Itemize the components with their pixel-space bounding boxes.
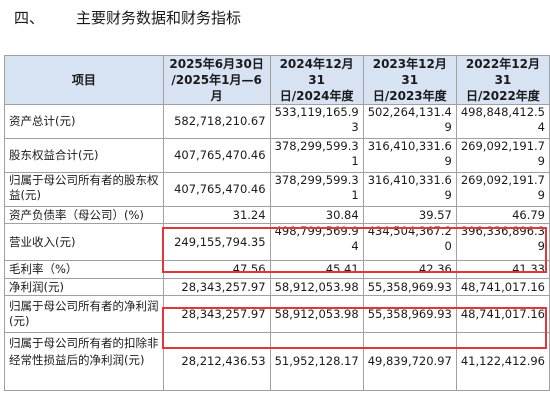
value-cell: 41,122,412.96 xyxy=(455,332,550,391)
table-row: 毛利率（%） 47.56 45.41 42.36 41.33 xyxy=(4,260,550,279)
metric-label: 归属于母公司所有者的净利润(元) xyxy=(4,295,164,333)
value-cell: 47.56 xyxy=(162,260,271,279)
value-cell: 49,839,720.97 xyxy=(362,332,457,391)
value-cell: 434,504,367.20 xyxy=(362,223,457,261)
value-cell: 249,155,794.35 xyxy=(162,223,271,261)
value-cell: 269,092,191.79 xyxy=(455,172,550,207)
value-cell: 316,410,331.69 xyxy=(362,138,457,173)
value-cell: 46.79 xyxy=(455,206,550,224)
metric-label: 资产总计(元) xyxy=(4,104,164,139)
section-title: 主要财务数据和财务指标 xyxy=(76,9,242,27)
value-cell: 582,718,210.67 xyxy=(162,104,271,139)
metric-label: 资产负债率（母公司）(%) xyxy=(4,206,164,224)
item-header: 项目 xyxy=(4,55,164,105)
value-cell: 31.24 xyxy=(162,206,271,224)
period-line1: 2024年12月31 xyxy=(279,57,354,87)
period-line2: /2025年1月—6月 xyxy=(171,73,262,103)
period-line2: 日/2022年度 xyxy=(466,89,540,103)
table-row: 归属于母公司所有者的扣除非经常性损益后的净利润(元) 28,212,436.53… xyxy=(4,332,550,391)
value-cell: 28,212,436.53 xyxy=(162,332,271,391)
value-cell: 498,848,412.54 xyxy=(455,104,550,139)
period-header: 2025年6月30日/2025年1月—6月 xyxy=(162,55,271,105)
value-cell: 502,264,131.49 xyxy=(362,104,457,139)
financial-table: 项目 2025年6月30日/2025年1月—6月 2024年12月31 日/202… xyxy=(4,55,550,391)
value-cell: 269,092,191.79 xyxy=(455,138,550,173)
period-line2: 日/2023年度 xyxy=(372,89,447,103)
value-cell: 41.33 xyxy=(455,260,550,279)
value-cell: 316,410,331.69 xyxy=(362,172,457,207)
section-number: 四、 xyxy=(14,9,45,27)
value-cell: 378,299,599.31 xyxy=(269,138,364,173)
value-cell: 533,119,165.93 xyxy=(269,104,364,139)
table-row: 归属于母公司所有者的净利润(元) 28,343,257.97 58,912,05… xyxy=(4,295,550,333)
period-header: 2022年12月31 日/2022年度 xyxy=(455,55,550,105)
period-line1: 2023年12月31 xyxy=(372,57,447,87)
metric-label: 营业收入(元) xyxy=(4,223,164,261)
metric-label: 净利润(元) xyxy=(4,278,164,296)
period-header: 2023年12月31 日/2023年度 xyxy=(362,55,457,105)
value-cell: 48,741,017.16 xyxy=(455,278,550,296)
period-line2: 日/2024年度 xyxy=(279,89,354,103)
value-cell: 407,765,470.46 xyxy=(162,172,271,207)
value-cell: 498,799,569.94 xyxy=(269,223,364,261)
value-cell: 48,741,017.16 xyxy=(455,295,550,333)
table-row: 股东权益合计(元) 407,765,470.46 378,299,599.31 … xyxy=(4,138,550,173)
value-cell: 396,336,896.39 xyxy=(455,223,550,261)
section-heading: 四、 主要财务数据和财务指标 xyxy=(14,6,241,30)
table-row: 营业收入(元) 249,155,794.35 498,799,569.94 43… xyxy=(4,223,550,261)
value-cell: 58,912,053.98 xyxy=(269,295,364,333)
table-row: 资产总计(元) 582,718,210.67 533,119,165.93 50… xyxy=(4,104,550,139)
value-cell: 58,912,053.98 xyxy=(269,278,364,296)
value-cell: 55,358,969.93 xyxy=(362,295,457,333)
value-cell: 28,343,257.97 xyxy=(162,295,271,333)
value-cell: 28,343,257.97 xyxy=(162,278,271,296)
value-cell: 407,765,470.46 xyxy=(162,138,271,173)
metric-label: 归属于母公司所有者的扣除非经常性损益后的净利润(元) xyxy=(4,332,164,391)
period-line1: 2022年12月31 xyxy=(465,57,540,87)
period-header: 2024年12月31 日/2024年度 xyxy=(269,55,364,105)
table-row: 净利润(元) 28,343,257.97 58,912,053.98 55,35… xyxy=(4,278,550,296)
period-line1: 2025年6月30日 xyxy=(169,57,264,71)
metric-label: 毛利率（%） xyxy=(4,260,164,279)
value-cell: 45.41 xyxy=(269,260,364,279)
value-cell: 378,299,599.31 xyxy=(269,172,364,207)
value-cell: 42.36 xyxy=(362,260,457,279)
value-cell: 55,358,969.93 xyxy=(362,278,457,296)
header-row: 项目 2025年6月30日/2025年1月—6月 2024年12月31 日/202… xyxy=(4,55,550,105)
metric-label: 股东权益合计(元) xyxy=(4,138,164,173)
value-cell: 39.57 xyxy=(362,206,457,224)
table-row: 归属于母公司所有者的股东权益(元) 407,765,470.46 378,299… xyxy=(4,172,550,207)
table-row: 资产负债率（母公司）(%) 31.24 30.84 39.57 46.79 xyxy=(4,206,550,224)
value-cell: 30.84 xyxy=(269,206,364,224)
value-cell: 51,952,128.17 xyxy=(269,332,364,391)
metric-label: 归属于母公司所有者的股东权益(元) xyxy=(4,172,164,207)
